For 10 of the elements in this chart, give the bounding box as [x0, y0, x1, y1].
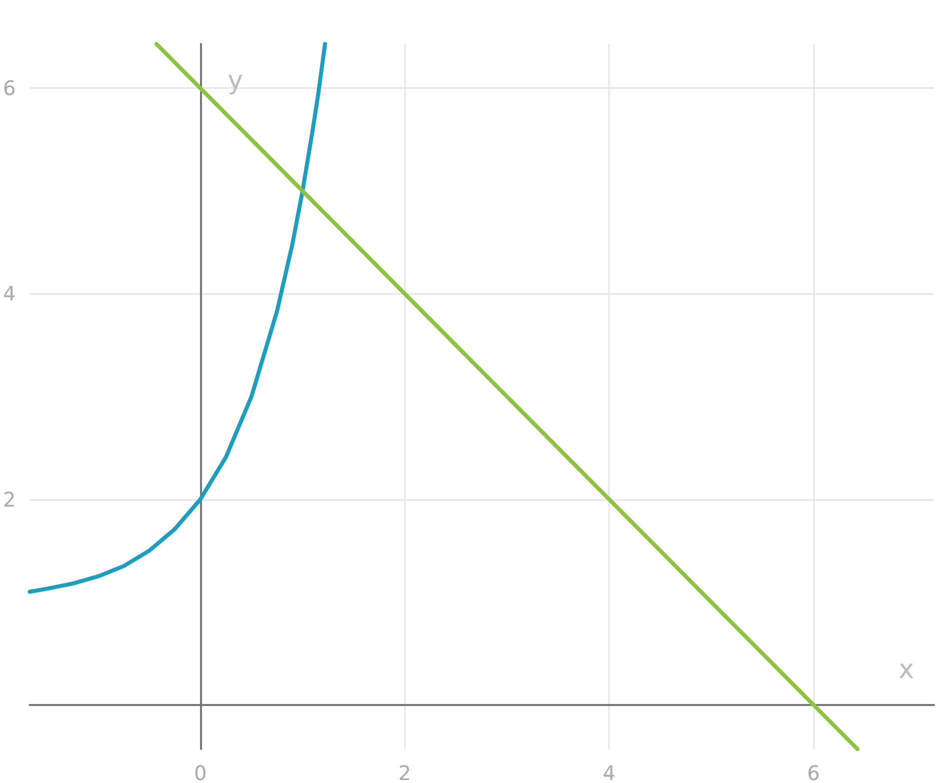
y-tick-label: 6	[2, 76, 16, 100]
line-series	[28, 42, 328, 594]
x-tick-label: 2	[398, 761, 412, 783]
y-tick-label: 2	[2, 487, 16, 512]
x-tick-label: 6	[807, 761, 820, 783]
y-axis-title: y	[228, 66, 244, 96]
y-tick-label: 4	[2, 282, 16, 306]
x-tick-label: 4	[602, 761, 616, 783]
x-tick-label: 0	[194, 761, 207, 783]
x-axis-title: x	[898, 654, 914, 685]
